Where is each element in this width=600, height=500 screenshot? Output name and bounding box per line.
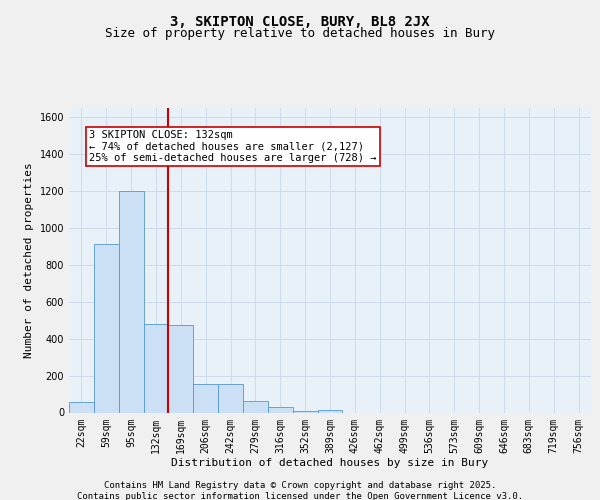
Bar <box>143 324 169 412</box>
Text: 3 SKIPTON CLOSE: 132sqm
← 74% of detached houses are smaller (2,127)
25% of semi: 3 SKIPTON CLOSE: 132sqm ← 74% of detache… <box>89 130 376 163</box>
Bar <box>69 402 94 412</box>
Text: Contains HM Land Registry data © Crown copyright and database right 2025.: Contains HM Land Registry data © Crown c… <box>104 481 496 490</box>
Bar <box>293 410 317 412</box>
X-axis label: Distribution of detached houses by size in Bury: Distribution of detached houses by size … <box>172 458 488 468</box>
Bar <box>243 402 268 412</box>
Bar <box>317 410 343 412</box>
Bar <box>119 190 143 412</box>
Bar <box>169 324 193 412</box>
Bar <box>193 384 218 412</box>
Text: Size of property relative to detached houses in Bury: Size of property relative to detached ho… <box>105 28 495 40</box>
Bar <box>268 407 293 412</box>
Bar <box>218 384 243 412</box>
Bar <box>94 244 119 412</box>
Text: 3, SKIPTON CLOSE, BURY, BL8 2JX: 3, SKIPTON CLOSE, BURY, BL8 2JX <box>170 15 430 29</box>
Text: Contains public sector information licensed under the Open Government Licence v3: Contains public sector information licen… <box>77 492 523 500</box>
Y-axis label: Number of detached properties: Number of detached properties <box>24 162 34 358</box>
